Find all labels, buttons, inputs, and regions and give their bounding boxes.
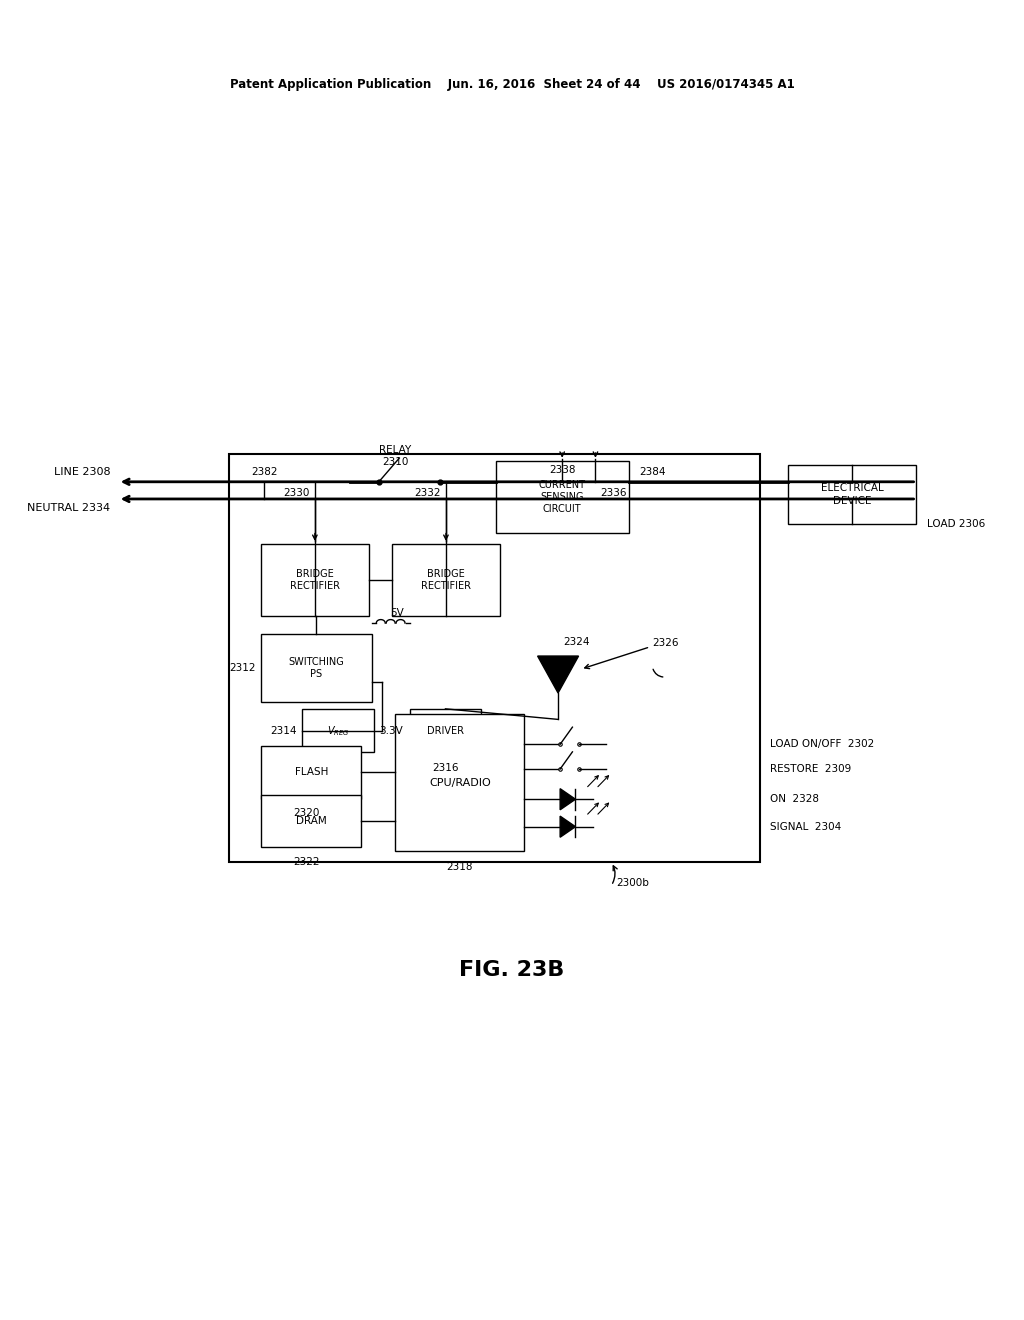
Polygon shape (560, 788, 575, 809)
Text: 2312: 2312 (229, 663, 256, 673)
Polygon shape (560, 816, 575, 837)
Text: $V_{REG}$: $V_{REG}$ (327, 723, 349, 738)
Text: 2320: 2320 (293, 808, 319, 818)
Bar (302, 709, 374, 752)
Text: 2322: 2322 (293, 857, 319, 867)
Bar (229, 454, 760, 862)
Polygon shape (538, 656, 579, 693)
Text: CURRENT
SENSING
CIRCUIT: CURRENT SENSING CIRCUIT (539, 479, 586, 515)
Text: 2326: 2326 (652, 638, 679, 648)
Text: 2314: 2314 (270, 726, 297, 735)
Text: LOAD 2306: LOAD 2306 (927, 519, 985, 529)
Bar (788, 465, 916, 524)
Text: LOAD ON/OFF  2302: LOAD ON/OFF 2302 (770, 739, 874, 750)
Text: RELAY: RELAY (379, 445, 412, 455)
Text: BRIDGE
RECTIFIER: BRIDGE RECTIFIER (290, 569, 340, 591)
Bar (261, 544, 369, 616)
Bar (395, 714, 524, 851)
Text: 2300b: 2300b (616, 878, 649, 888)
Text: 2330: 2330 (284, 488, 309, 499)
Text: 3.3V: 3.3V (379, 726, 402, 735)
Text: 2336: 2336 (600, 488, 627, 499)
Text: 2316: 2316 (432, 763, 459, 774)
Text: FIG. 23B: FIG. 23B (460, 960, 564, 981)
Text: SIGNAL  2304: SIGNAL 2304 (770, 821, 842, 832)
Text: 2324: 2324 (563, 636, 590, 647)
Text: DRAM: DRAM (296, 816, 327, 826)
Text: BRIDGE
RECTIFIER: BRIDGE RECTIFIER (421, 569, 471, 591)
Bar (261, 634, 372, 702)
Text: LINE 2308: LINE 2308 (54, 466, 111, 477)
Text: FLASH: FLASH (295, 767, 328, 777)
Bar (261, 746, 361, 799)
Bar (261, 795, 361, 847)
Text: 2338: 2338 (549, 465, 575, 475)
Text: 2310: 2310 (382, 457, 409, 467)
Bar (410, 709, 481, 752)
Text: SWITCHING
PS: SWITCHING PS (289, 657, 344, 678)
Text: 2332: 2332 (415, 488, 440, 499)
Text: Patent Application Publication    Jun. 16, 2016  Sheet 24 of 44    US 2016/01743: Patent Application Publication Jun. 16, … (229, 78, 795, 91)
Bar (496, 461, 629, 533)
Text: 5V: 5V (391, 607, 404, 618)
Text: NEUTRAL 2334: NEUTRAL 2334 (28, 503, 111, 513)
Text: CPU/RADIO: CPU/RADIO (429, 777, 490, 788)
Text: ON  2328: ON 2328 (770, 795, 819, 804)
Text: 2382: 2382 (251, 466, 278, 477)
Text: 2384: 2384 (639, 466, 666, 477)
Bar (392, 544, 500, 616)
Text: RESTORE  2309: RESTORE 2309 (770, 764, 851, 774)
Text: DRIVER: DRIVER (427, 726, 464, 735)
Text: ELECTRICAL
DEVICE: ELECTRICAL DEVICE (821, 483, 884, 506)
Text: 2318: 2318 (446, 862, 473, 873)
